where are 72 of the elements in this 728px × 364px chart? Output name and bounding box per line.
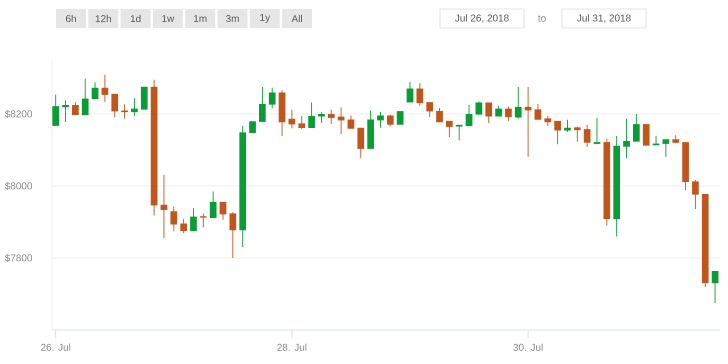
candlestick — [594, 117, 600, 145]
text: Jul 26, 2018 — [455, 14, 509, 23]
candlestick — [712, 270, 718, 304]
text: 6h — [66, 14, 76, 22]
text: 12h — [96, 14, 111, 22]
text: to — [538, 15, 546, 22]
x-tick-label: 28. Jul — [277, 344, 306, 351]
candlestick — [72, 102, 79, 116]
candlestick — [220, 202, 226, 220]
x-tick-label: 30. Jul — [513, 344, 543, 351]
candlestick — [288, 109, 296, 129]
candlestick — [495, 105, 502, 117]
candlestick — [446, 120, 453, 138]
candlestick — [623, 118, 630, 159]
candlestick — [338, 107, 344, 135]
candlestick — [140, 86, 148, 110]
x-tick-label: 26. Jul — [41, 344, 70, 351]
candlestick — [534, 103, 542, 120]
candlestick — [52, 94, 60, 126]
candlestick — [308, 102, 315, 128]
candlestick — [505, 106, 512, 122]
candlestick — [121, 104, 128, 120]
y-tick-label: $8200 — [4, 110, 32, 118]
candlestick — [268, 87, 276, 109]
candlestick — [180, 218, 187, 234]
candlestick — [584, 124, 590, 148]
candlestick — [436, 107, 443, 122]
candlestick — [111, 94, 118, 118]
candlestick — [514, 86, 522, 120]
candlestick — [406, 82, 414, 103]
candlestick — [131, 98, 138, 116]
candlestick — [102, 74, 108, 103]
y-tick-label: $8000 — [4, 182, 32, 190]
candlestick — [662, 139, 670, 158]
candlestick — [692, 179, 699, 210]
candlestick — [652, 136, 660, 146]
text: 1d — [130, 14, 141, 22]
candlestick — [377, 111, 384, 128]
candlestick — [386, 114, 394, 127]
candlestick — [318, 112, 325, 124]
candlestick — [82, 78, 89, 116]
candlestick — [633, 114, 640, 142]
candlestick — [348, 114, 354, 129]
candlestick — [476, 100, 482, 115]
candlestick — [328, 109, 335, 125]
candlestick — [229, 212, 236, 258]
candlestick — [259, 86, 266, 122]
candlestick — [426, 102, 434, 118]
candlestick — [62, 100, 69, 122]
candlestick — [210, 190, 217, 218]
candlestick — [170, 206, 178, 232]
text: 1w — [162, 15, 174, 22]
text: 1y — [260, 14, 270, 23]
candlestick — [416, 82, 424, 106]
candlestick — [249, 121, 256, 134]
text: Jul 31, 2018 — [577, 14, 631, 23]
candlestick — [92, 82, 98, 100]
text: 1m — [194, 15, 206, 22]
candlestick — [396, 111, 404, 125]
candlestick — [524, 86, 532, 158]
text: 3m — [226, 14, 239, 22]
candlestick — [466, 104, 472, 126]
candlestick — [160, 174, 168, 239]
candlestick — [357, 128, 364, 159]
candlestick — [554, 120, 561, 145]
text: All — [292, 14, 302, 22]
candlestick — [564, 119, 571, 132]
candlestick — [485, 102, 492, 124]
candlestick — [642, 124, 650, 146]
candlestick — [190, 208, 197, 232]
y-tick-label: $7800 — [4, 254, 32, 262]
candlestick — [298, 115, 306, 130]
